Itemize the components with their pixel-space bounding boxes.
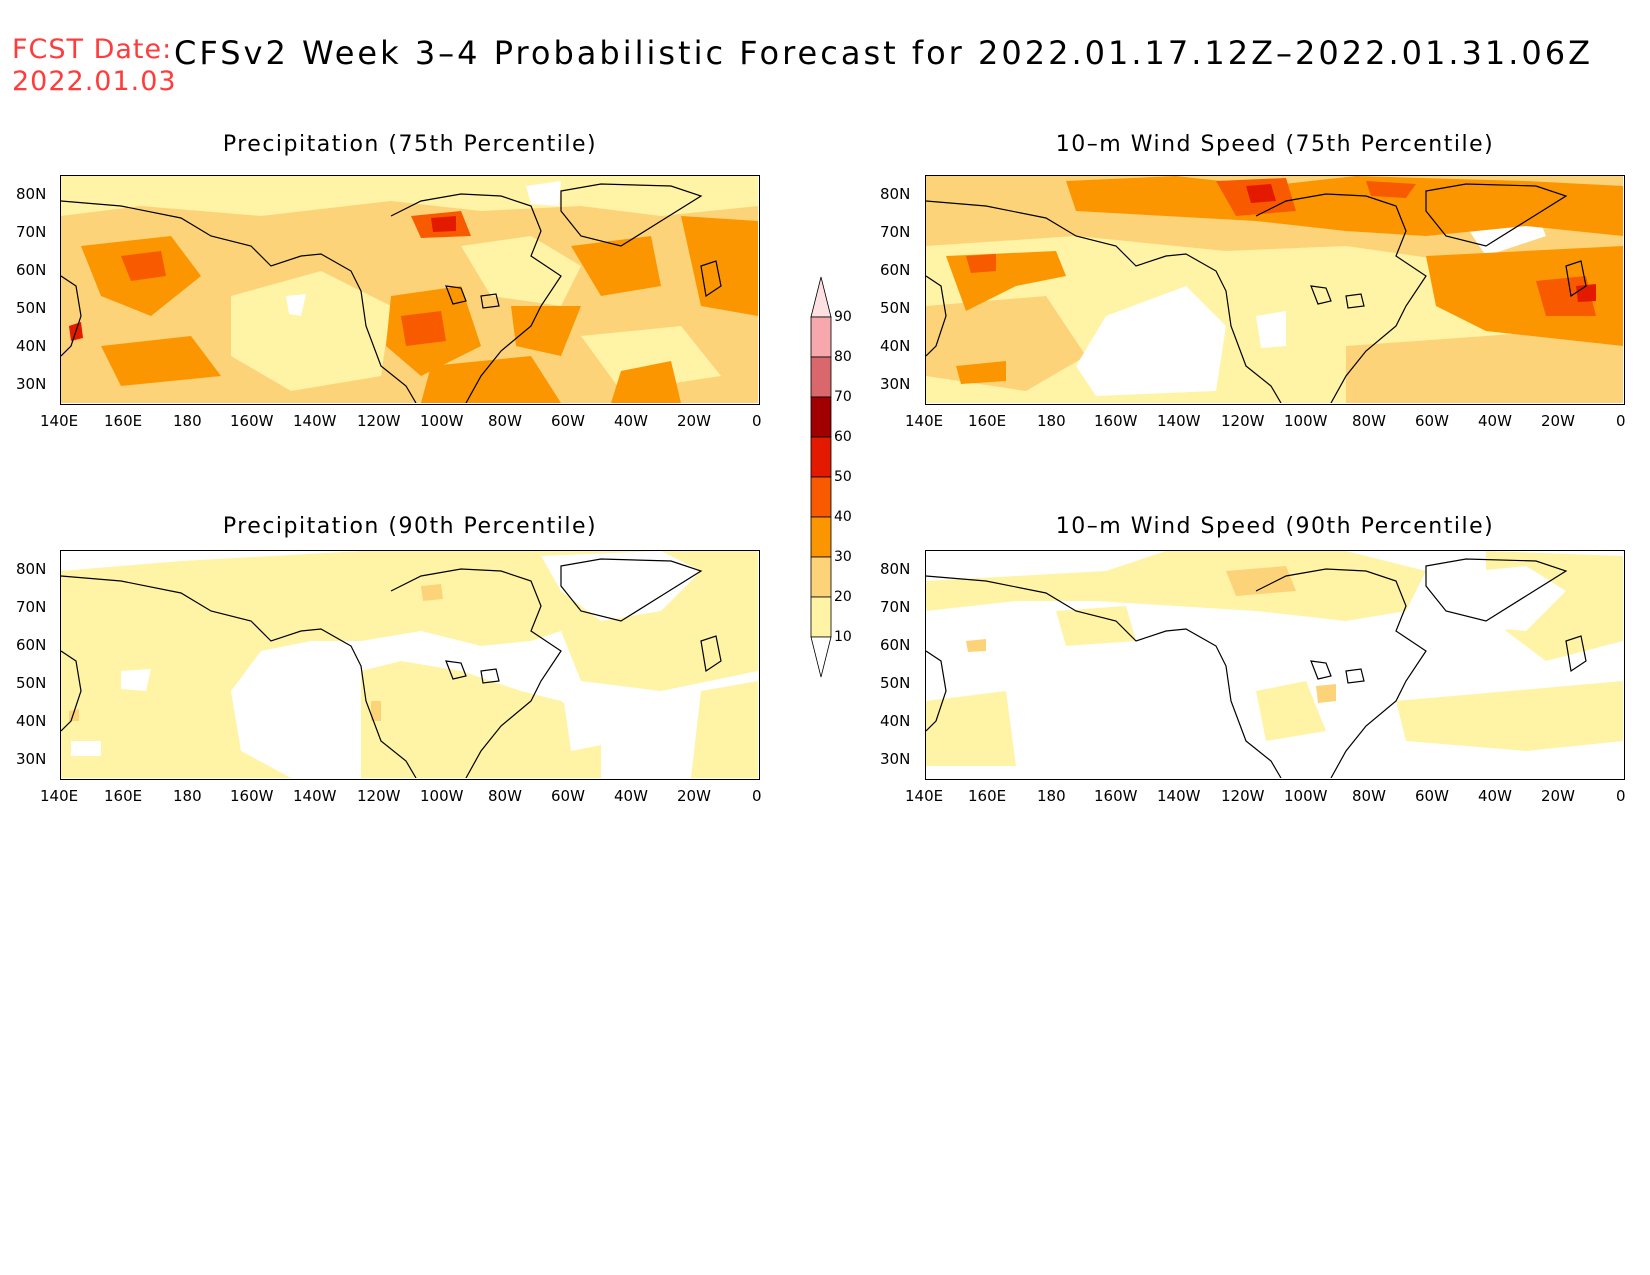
lon-tick: 40W xyxy=(614,787,648,805)
colorbar-label: 80 xyxy=(834,349,852,365)
lon-tick: 160W xyxy=(1094,787,1138,805)
lon-tick: 20W xyxy=(1541,412,1575,430)
lon-tick: 100W xyxy=(1284,412,1328,430)
lon-tick: 60W xyxy=(1415,412,1449,430)
panel-title: Precipitation (90th Percentile) xyxy=(222,514,598,539)
lat-tick: 60N xyxy=(880,261,911,279)
lon-tick: 140W xyxy=(293,787,337,805)
colorbar-label: 60 xyxy=(834,429,852,445)
lon-tick: 0 xyxy=(1616,412,1626,430)
lon-tick: 0 xyxy=(752,412,762,430)
lon-tick: 160E xyxy=(104,787,143,805)
lat-tick: 60N xyxy=(16,261,47,279)
lat-tick: 30N xyxy=(880,375,911,393)
lat-tick: 80N xyxy=(880,185,911,203)
lon-tick: 80W xyxy=(488,787,522,805)
lon-tick: 160E xyxy=(104,412,143,430)
lat-tick: 40N xyxy=(880,337,911,355)
lon-tick: 120W xyxy=(357,412,401,430)
lat-tick: 40N xyxy=(16,712,47,730)
lat-tick: 80N xyxy=(16,185,47,203)
fcst-date: 2022.01.03 xyxy=(12,66,177,97)
lon-tick: 160E xyxy=(968,412,1007,430)
lon-tick: 20W xyxy=(1541,787,1575,805)
lat-tick: 60N xyxy=(880,636,911,654)
lon-tick: 140E xyxy=(40,412,79,430)
map-precip75 xyxy=(60,175,760,405)
lon-tick: 120W xyxy=(1221,412,1265,430)
colorbar-label: 40 xyxy=(834,509,852,525)
lon-tick: 140W xyxy=(1157,412,1201,430)
lon-tick: 0 xyxy=(1616,787,1626,805)
header: FCST Date: 2022.01.03 CFSv2 Week 3–4 Pro… xyxy=(0,0,1650,110)
lon-tick: 20W xyxy=(677,412,711,430)
lon-tick: 100W xyxy=(420,412,464,430)
lon-tick: 40W xyxy=(1478,412,1512,430)
colorbar-label: 50 xyxy=(834,469,852,485)
lon-tick: 0 xyxy=(752,787,762,805)
colorbar-label: 30 xyxy=(834,549,852,565)
lon-tick: 40W xyxy=(1478,787,1512,805)
lon-tick: 140E xyxy=(40,787,79,805)
lon-tick: 120W xyxy=(1221,787,1265,805)
panel-title: 10–m Wind Speed (75th Percentile) xyxy=(1055,132,1495,157)
lon-tick: 180 xyxy=(173,412,202,430)
map-precip90 xyxy=(60,550,760,780)
lon-tick: 180 xyxy=(1037,412,1066,430)
lat-tick: 70N xyxy=(880,598,911,616)
lon-tick: 60W xyxy=(1415,787,1449,805)
lon-tick: 160W xyxy=(230,412,274,430)
lon-tick: 40W xyxy=(614,412,648,430)
lon-tick: 60W xyxy=(551,412,585,430)
lat-tick: 70N xyxy=(880,223,911,241)
lon-tick: 80W xyxy=(1352,787,1386,805)
lon-tick: 140W xyxy=(1157,787,1201,805)
panel-title: Precipitation (75th Percentile) xyxy=(222,132,598,157)
lon-tick: 100W xyxy=(420,787,464,805)
lat-tick: 40N xyxy=(16,337,47,355)
main-title: CFSv2 Week 3–4 Probabilistic Forecast fo… xyxy=(174,34,1594,72)
lat-tick: 50N xyxy=(16,299,47,317)
colorbar-label: 10 xyxy=(834,629,852,645)
lon-tick: 60W xyxy=(551,787,585,805)
lon-tick: 120W xyxy=(357,787,401,805)
lon-tick: 140W xyxy=(293,412,337,430)
colorbar: 90 80 70 60 50 40 30 20 10 xyxy=(808,272,868,682)
lat-tick: 60N xyxy=(16,636,47,654)
map-wind75-svg xyxy=(926,176,1623,403)
lon-tick: 180 xyxy=(1037,787,1066,805)
lat-tick: 40N xyxy=(880,712,911,730)
lat-tick: 70N xyxy=(16,223,47,241)
lon-tick: 140E xyxy=(905,787,944,805)
lat-tick: 80N xyxy=(880,560,911,578)
lon-tick: 160E xyxy=(968,787,1007,805)
lon-tick: 100W xyxy=(1284,787,1328,805)
map-wind75 xyxy=(925,175,1625,405)
lat-tick: 50N xyxy=(16,674,47,692)
colorbar-label: 20 xyxy=(834,589,852,605)
lat-tick: 70N xyxy=(16,598,47,616)
lat-tick: 30N xyxy=(16,750,47,768)
lon-tick: 80W xyxy=(1352,412,1386,430)
lon-tick: 140E xyxy=(905,412,944,430)
lon-tick: 20W xyxy=(677,787,711,805)
lat-tick: 50N xyxy=(880,674,911,692)
colorbar-svg xyxy=(810,276,832,678)
panel-title: 10–m Wind Speed (90th Percentile) xyxy=(1055,514,1495,539)
colorbar-label: 70 xyxy=(834,389,852,405)
fcst-label: FCST Date: xyxy=(12,34,173,65)
colorbar-label: 90 xyxy=(834,309,852,325)
lon-tick: 160W xyxy=(1094,412,1138,430)
lon-tick: 80W xyxy=(488,412,522,430)
lat-tick: 30N xyxy=(880,750,911,768)
lat-tick: 50N xyxy=(880,299,911,317)
lon-tick: 160W xyxy=(230,787,274,805)
map-precip75-svg xyxy=(61,176,758,403)
lon-tick: 180 xyxy=(173,787,202,805)
map-wind90 xyxy=(925,550,1625,780)
lat-tick: 30N xyxy=(16,375,47,393)
map-precip90-svg xyxy=(61,551,758,778)
map-wind90-svg xyxy=(926,551,1623,778)
lat-tick: 80N xyxy=(16,560,47,578)
